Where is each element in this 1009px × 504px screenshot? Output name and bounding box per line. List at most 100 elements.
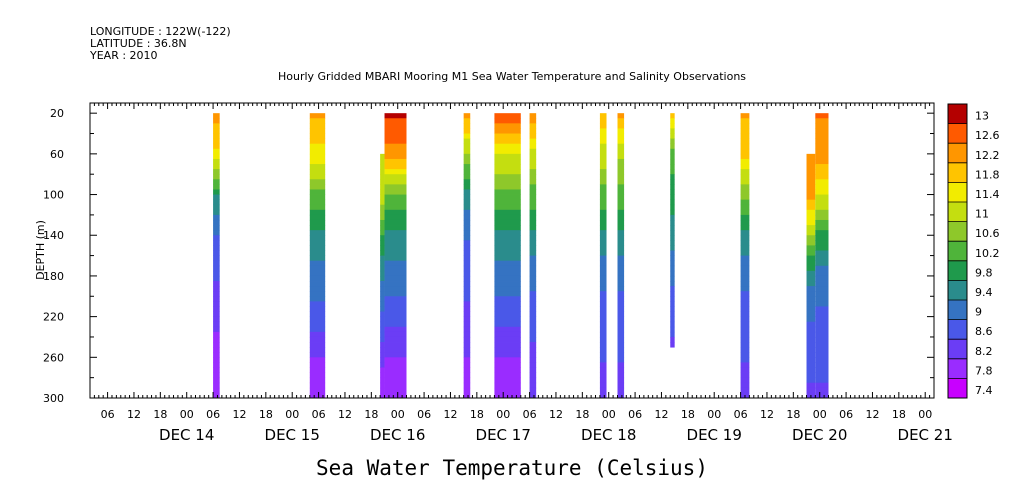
data-cell [599,194,607,201]
data-cell [617,204,625,211]
data-cell [380,199,385,206]
data-cell [463,281,471,287]
data-cell [806,336,816,343]
data-cell [599,275,607,282]
data-cell [213,367,220,373]
data-cell [213,214,220,221]
data-cell [380,250,385,256]
data-cell [617,169,625,175]
x-tick-label: 00 [918,408,932,421]
data-cell [384,128,407,134]
data-cell [309,326,326,333]
colorbar-tick-label: 7.8 [975,364,993,377]
data-cell [740,362,750,368]
data-cell [494,357,521,363]
data-cell [617,311,625,318]
data-cell [617,255,625,262]
data-cell [815,214,829,221]
data-cell [384,219,407,226]
data-cell [617,357,625,363]
colorbar-tick-label: 13 [975,110,989,123]
data-cell [529,372,537,379]
data-cell [384,174,407,180]
data-cell [384,194,407,201]
data-column-8 [617,113,625,399]
data-cell [494,164,521,170]
data-cell [740,148,750,155]
x-tick-label: 18 [786,408,800,421]
data-cell [815,306,829,312]
data-cell [599,113,607,119]
data-cell [617,113,625,119]
data-cell [380,275,385,282]
data-cell [599,265,607,272]
data-cell [494,286,521,292]
data-cell [815,148,829,155]
data-cell [380,235,385,241]
data-cell [529,291,537,297]
data-cell [815,382,829,389]
data-cell [213,240,220,246]
data-cell [740,240,750,246]
data-cell [529,113,537,119]
data-cell [494,219,521,226]
data-cell [740,336,750,343]
data-cell [617,209,625,216]
x-tick-label: 12 [549,408,563,421]
data-cell [617,174,625,180]
x-tick-label: 06 [523,408,537,421]
data-cell [384,143,407,150]
data-cell [599,372,607,379]
data-cell [599,352,607,358]
data-cell [380,387,385,394]
x-tick-label: 12 [338,408,352,421]
data-cell [309,169,326,175]
x-tick-label: 12 [865,408,879,421]
data-cell [617,184,625,190]
data-cell [815,372,829,379]
data-cell [806,225,816,231]
data-cell [617,336,625,343]
data-cell [815,189,829,195]
data-cell [494,199,521,206]
data-cell [599,342,607,348]
data-cell [463,158,471,165]
data-cell [384,189,407,195]
data-cell [599,321,607,328]
data-cell [309,138,326,145]
data-cell [740,214,750,221]
data-cell [380,179,385,185]
data-cell [670,260,675,267]
data-cell [380,347,385,353]
data-cell [309,219,326,226]
data-cell [529,214,537,221]
data-cell [815,265,829,272]
data-cell [494,194,521,201]
data-cell [599,128,607,134]
data-cell [617,321,625,328]
data-cell [380,174,385,180]
data-cell [213,209,220,216]
data-cell [740,250,750,256]
colorbar-swatch [948,182,967,203]
data-cell [617,199,625,206]
data-cell [815,352,829,358]
data-cell [670,164,675,170]
data-cell [213,184,220,190]
data-cell [815,138,829,145]
data-cell [740,301,750,307]
data-cell [599,148,607,155]
data-cell [670,128,675,134]
data-cell [309,301,326,307]
data-cell [463,316,471,323]
colorbar-swatch [948,358,967,379]
data-cell [463,296,471,302]
data-column-2 [380,153,385,399]
data-cell [740,265,750,272]
colorbar-tick-label: 8.6 [975,325,993,338]
data-cell [670,148,675,155]
data-cell [494,225,521,231]
data-cell [213,326,220,333]
data-cell [806,296,816,302]
data-cell [384,245,407,251]
